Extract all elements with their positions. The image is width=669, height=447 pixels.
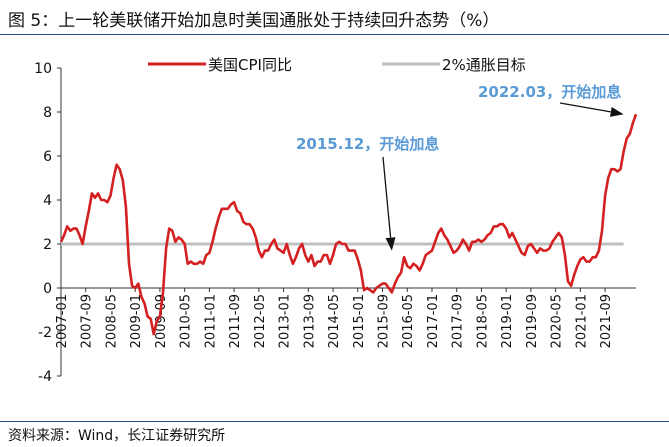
y-tick-label: 2 (43, 237, 52, 253)
chart-title: 图 5：上一轮美联储开始加息时美国通胀处于持续回升态势（%） (8, 11, 500, 31)
source-note: 资料来源：Wind，长江证券研究所 (8, 428, 226, 444)
x-tick-label: 2019-09 (525, 294, 540, 348)
y-tick-label: 8 (43, 105, 52, 121)
y-tick-label: -4 (38, 369, 52, 385)
annotation-arrowhead-2015 (385, 237, 396, 251)
x-tick-label: 2017-09 (451, 294, 466, 348)
legend: 美国CPI同比 2%通胀目标 (148, 56, 526, 74)
line-chart: -4 -2 0 2 4 6 8 10 2007-01 2007-09 2008-05 2009-01 2… (34, 56, 638, 385)
x-tick-label: 2018-05 (475, 294, 490, 348)
y-tick-label: -2 (38, 325, 52, 341)
x-tick-label: 2008-05 (104, 294, 119, 348)
legend-label-cpi: 美国CPI同比 (208, 56, 292, 74)
annotation-arrowhead-2022 (610, 107, 624, 117)
x-tick-label: 2016-05 (401, 294, 416, 348)
x-tick-label: 2013-09 (302, 294, 317, 348)
x-tick-label: 2009-01 (129, 294, 144, 348)
x-tick-label: 2007-01 (55, 294, 70, 348)
legend-label-target: 2%通胀目标 (442, 56, 526, 74)
y-tick-label: 0 (43, 281, 52, 297)
x-tick-label: 2015-09 (377, 294, 392, 348)
cpi-line (59, 113, 638, 336)
x-tick-label: 2021-01 (574, 294, 589, 348)
x-tick-label: 2011-01 (203, 294, 218, 348)
x-tick-label: 2010-05 (179, 294, 194, 348)
annotation-arrow-2022 (559, 102, 611, 113)
x-tick-label: 2012-05 (253, 294, 268, 348)
x-tick-label: 2011-09 (228, 294, 243, 348)
y-tick-label: 10 (34, 61, 52, 77)
axes: -4 -2 0 2 4 6 8 10 2007-01 2007-09 2008-05 2009-01 2… (34, 61, 636, 385)
x-tick-label: 2013-01 (278, 294, 293, 348)
x-tick-label: 2007-09 (80, 294, 95, 348)
annotation-arrow-2015 (382, 156, 392, 238)
x-tick-label: 2009-09 (154, 294, 169, 348)
x-tick-label: 2014-05 (327, 294, 342, 348)
y-tick-label: 4 (43, 193, 52, 209)
x-tick-label: 2020-05 (550, 294, 565, 348)
cpi-series (59, 113, 638, 336)
annotation-label-2022: 2022.03，开始加息 (478, 83, 621, 101)
y-tick-label: 6 (43, 149, 52, 165)
x-tick-label: 2017-01 (426, 294, 441, 348)
x-tick-label: 2021-09 (599, 294, 614, 348)
title-divider (0, 34, 669, 35)
x-tick-label: 2015-01 (352, 294, 367, 348)
x-tick-label: 2019-01 (500, 294, 515, 348)
footer-divider (0, 421, 669, 422)
annotation-label-2015: 2015.12，开始加息 (296, 135, 439, 153)
annotations: 2015.12，开始加息 2022.03，开始加息 (296, 83, 624, 251)
